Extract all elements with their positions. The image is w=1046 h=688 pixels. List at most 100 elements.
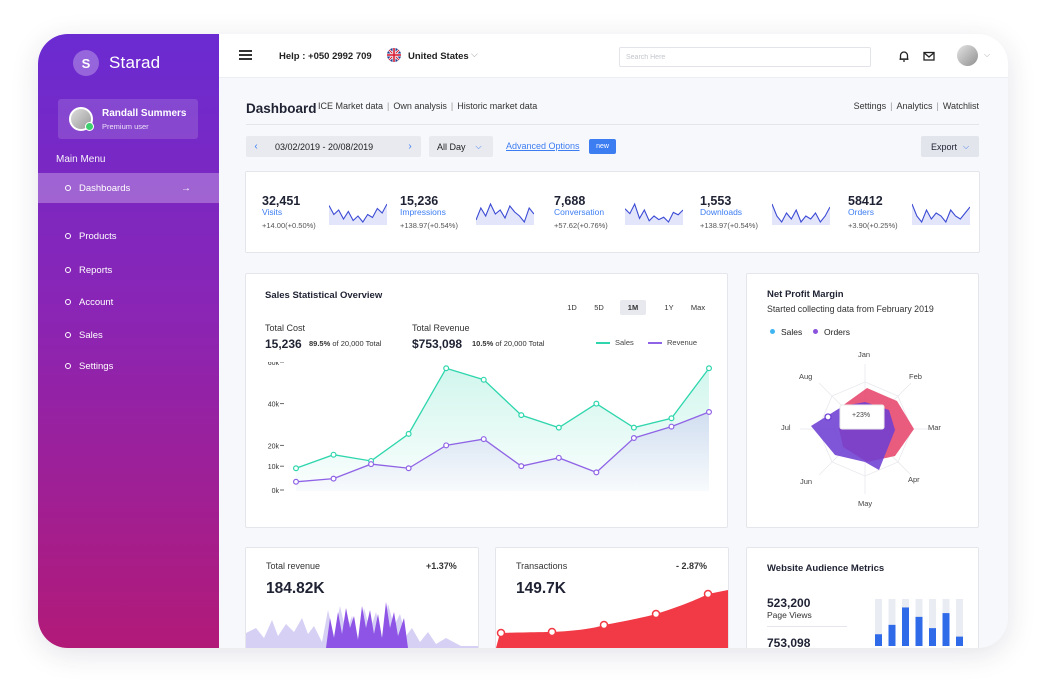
- app-window: S Starad Randall Summers Premium user Ma…: [38, 34, 1008, 648]
- range-max[interactable]: Max: [690, 303, 706, 312]
- circle-icon: [65, 363, 71, 369]
- country-selector[interactable]: United States: [408, 51, 469, 62]
- link-settings[interactable]: Settings: [853, 101, 887, 111]
- period-select[interactable]: All Day ⌵: [429, 136, 493, 157]
- brand[interactable]: S Starad: [73, 49, 160, 77]
- radar-axis-label: Mar: [928, 423, 941, 432]
- card-title: Total revenue: [266, 561, 321, 571]
- bar: [888, 624, 896, 646]
- bar: [915, 616, 923, 646]
- bell-icon[interactable]: [934, 49, 948, 63]
- legend-sales: Sales: [615, 338, 634, 347]
- legend-revenue: Revenue: [667, 338, 698, 347]
- kpi-value: 32,451: [262, 194, 301, 208]
- arrow-right-icon: →: [181, 182, 191, 194]
- sidebar-item-sales[interactable]: Sales: [38, 320, 219, 350]
- sidebar-item-dashboards[interactable]: Dashboards →: [38, 173, 219, 203]
- page-views-value: 523,200: [767, 596, 811, 610]
- chevron-right-icon[interactable]: ›: [408, 141, 412, 152]
- chevron-down-icon[interactable]: ⌵: [471, 49, 478, 59]
- menu-icon[interactable]: [239, 50, 252, 60]
- radar-axis-label: Jul: [781, 423, 791, 432]
- divider: [767, 626, 847, 627]
- total-revenue-card: Total revenue +1.37% 184.82K: [245, 547, 479, 648]
- kpi-change: +138.97(+0.54%): [400, 221, 458, 230]
- series-area-revenue: [296, 412, 709, 491]
- export-button[interactable]: Export ⌵: [921, 136, 979, 157]
- range-1m[interactable]: 1M: [620, 300, 646, 315]
- chevron-down-icon[interactable]: ⌵: [984, 50, 991, 59]
- data-point-sales: [405, 430, 412, 437]
- help-phone[interactable]: Help : +050 2992 709: [279, 51, 372, 62]
- total-cost-pct: 89.5%: [309, 339, 331, 348]
- sparkline-area: [912, 204, 970, 225]
- avatar[interactable]: [957, 45, 978, 66]
- sidebar-item-reports[interactable]: Reports: [38, 255, 219, 285]
- bell-icon[interactable]: [897, 49, 911, 63]
- header-right-links: Settings | Analytics | Watchlist: [853, 101, 979, 111]
- data-point-sales: [630, 424, 637, 431]
- total-revenue-share: 10.5% of 20,000 Total: [472, 339, 544, 348]
- link-own-analysis[interactable]: Own analysis: [393, 101, 447, 111]
- chevron-down-icon: ⌵: [475, 141, 482, 151]
- y-tick-label: 20k: [268, 443, 280, 450]
- header-links: ICE Market data | Own analysis | Historic ma…: [318, 101, 538, 111]
- advanced-options-link[interactable]: Advanced Options: [506, 141, 580, 151]
- kpi-label: Visits: [262, 207, 283, 217]
- kpi-change: +3.90(+0.25%): [848, 221, 898, 230]
- card-title: Sales Statistical Overview: [265, 290, 383, 301]
- radar-chart: [800, 364, 930, 494]
- data-point-revenue: [405, 465, 412, 472]
- topbar: Help : +050 2992 709 United States ⌵: [219, 34, 1008, 78]
- kpi-sparkline: [912, 203, 970, 225]
- data-point-sales: [443, 365, 450, 372]
- chevron-right-button[interactable]: ›: [400, 136, 420, 157]
- search-input[interactable]: [619, 47, 871, 67]
- circle-icon: [65, 233, 71, 239]
- sidebar-item-label: Reports: [79, 264, 113, 276]
- sidebar-item-account[interactable]: Account: [38, 287, 219, 317]
- chevron-left-icon[interactable]: ‹: [254, 141, 258, 152]
- range-1d[interactable]: 1D: [567, 303, 577, 312]
- circle-icon: [65, 267, 71, 273]
- card-subtitle: Started collecting data from February 20…: [767, 304, 934, 314]
- sales-line-chart: 60k 40k 20k 10k 0k: [268, 362, 713, 495]
- radar-axis-label: Feb: [909, 372, 922, 381]
- series-line-revenue: [295, 411, 710, 483]
- kpi-sparkline: [329, 203, 387, 225]
- brand-name: Starad: [109, 53, 161, 72]
- y-tick-label: 40k: [268, 402, 280, 409]
- bar-track: [888, 599, 896, 646]
- range-5d[interactable]: 5D: [594, 303, 604, 312]
- data-point-revenue: [593, 469, 600, 476]
- kpi-value: 7,688: [554, 194, 586, 208]
- change-value: - 2.87%: [676, 561, 708, 571]
- bar-track: [956, 599, 963, 646]
- date-range-picker[interactable]: ‹ 03/02/2019 - 20/08/2019 ⌵: [246, 136, 421, 157]
- link-analytics[interactable]: Analytics: [896, 101, 933, 111]
- radar-axis-label: Aug: [799, 372, 813, 381]
- second-metric-value: 753,098: [767, 636, 811, 648]
- kpi-change: +14.00(+0.50%): [262, 221, 316, 230]
- period-value: All Day: [437, 141, 466, 152]
- user-card[interactable]: Randall Summers Premium user: [58, 99, 198, 139]
- revenue-area-chart: [246, 602, 478, 648]
- kpi-sparkline: [625, 202, 683, 225]
- y-tick-label: 10k: [268, 464, 280, 471]
- legend-orders: Orders: [824, 327, 850, 337]
- sparkline-line: [329, 203, 387, 223]
- legend-swatch-sales: [596, 342, 610, 344]
- total-revenue-of: of 20,000 Total: [495, 339, 545, 348]
- link-historic-market-data[interactable]: Historic market data: [457, 101, 538, 111]
- sidebar-item-products[interactable]: Products: [38, 221, 219, 251]
- kpi-label: Conversation: [554, 207, 605, 217]
- link-ice-market-data[interactable]: ICE Market data: [318, 101, 384, 111]
- total-cost-value: 15,236: [265, 337, 302, 351]
- link-watchlist[interactable]: Watchlist: [942, 101, 979, 111]
- mail-icon[interactable]: [922, 49, 936, 63]
- range-1y[interactable]: 1Y: [664, 303, 674, 312]
- sidebar: S Starad Randall Summers Premium user Ma…: [38, 34, 219, 648]
- sidebar-item-settings[interactable]: Settings: [38, 351, 219, 381]
- sparkline-line: [476, 202, 534, 224]
- audience-card: Website Audience Metrics 523,200 Page Vi…: [746, 547, 979, 648]
